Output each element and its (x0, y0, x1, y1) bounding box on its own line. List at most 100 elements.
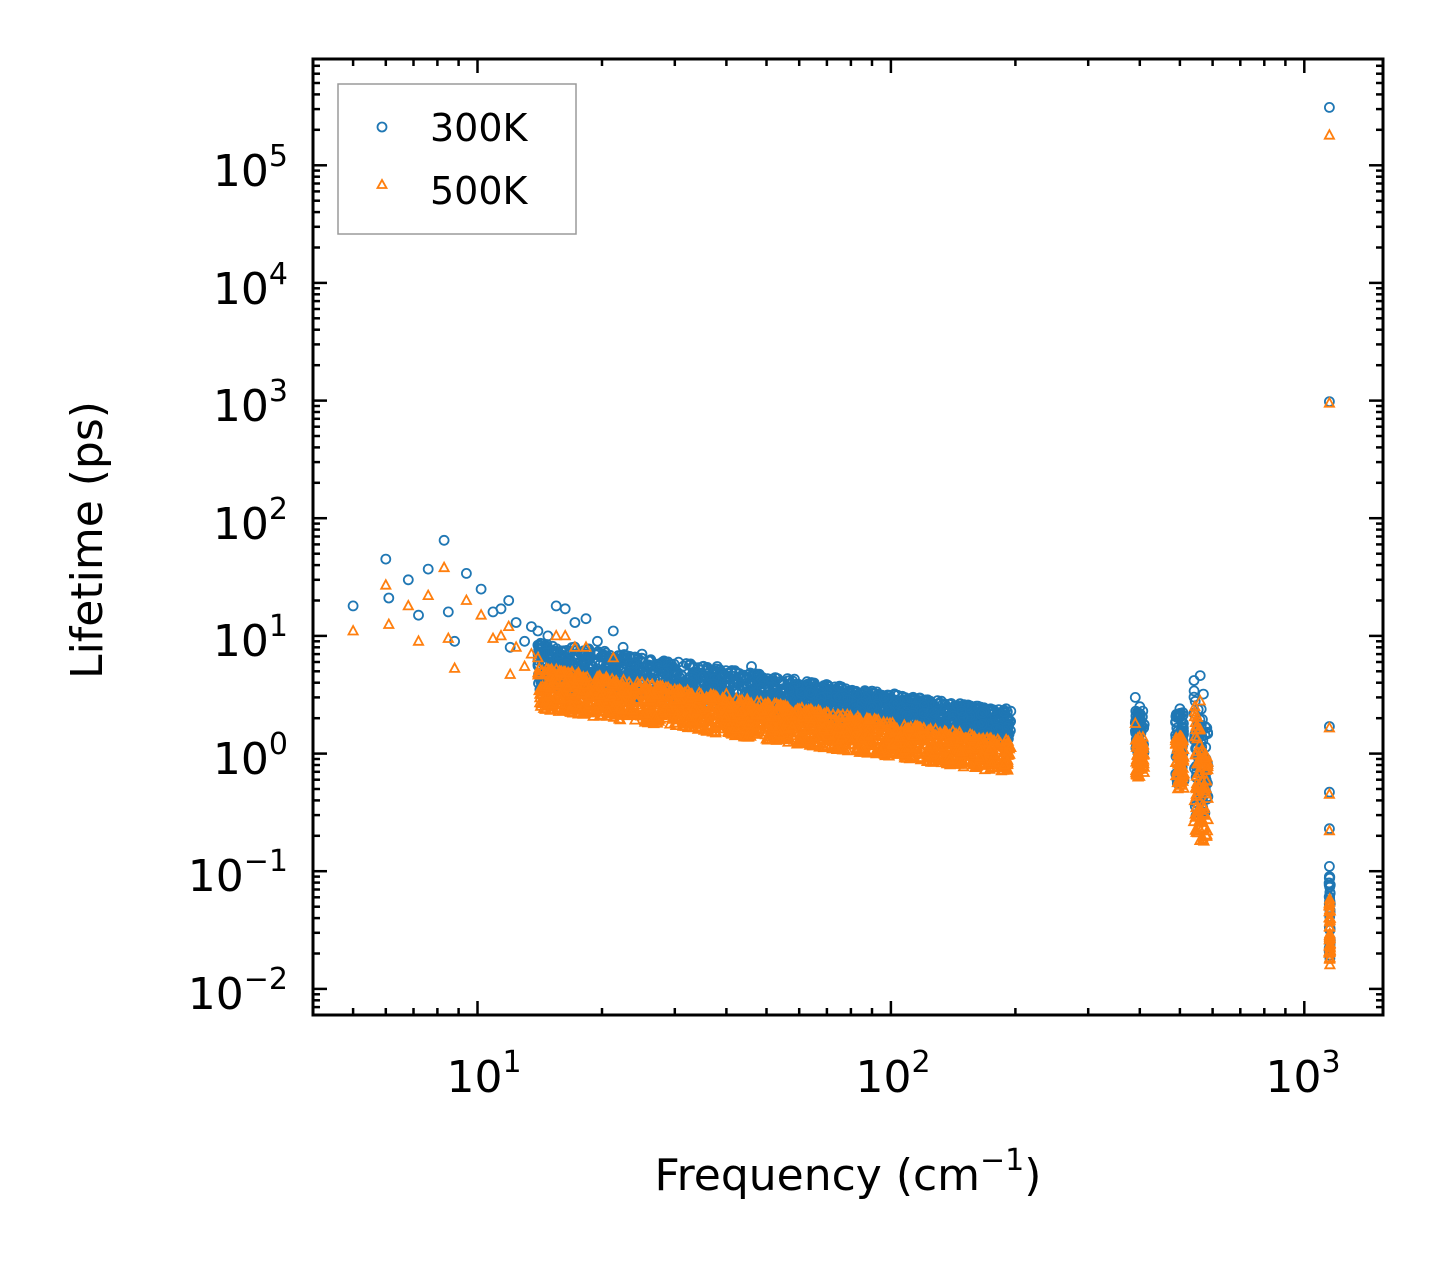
data-point-300k (836, 681, 847, 693)
data-point-300k (697, 661, 708, 673)
data-point-500k (1323, 915, 1336, 927)
data-point-500k (730, 728, 744, 740)
data-point-500k (825, 717, 838, 729)
data-point-300k (889, 688, 900, 700)
data-point-300k (856, 697, 868, 709)
data-point-500k (822, 720, 835, 732)
data-point-500k (552, 704, 565, 716)
data-point-300k (1000, 703, 1012, 715)
y-axis-title: Lifetime (ps) (62, 401, 113, 679)
data-point-500k (687, 702, 701, 714)
data-point-500k (1323, 824, 1336, 836)
data-point-300k (735, 671, 747, 682)
data-point-300k (503, 595, 515, 606)
y-tick-label-10^2: 102 (213, 492, 288, 550)
legend: 300K 500K (337, 83, 577, 235)
data-point-300k (495, 603, 507, 615)
data-point-500k (651, 716, 664, 728)
data-point-300k (599, 645, 611, 657)
data-point-300k (789, 673, 800, 685)
data-point-500k (673, 692, 687, 705)
data-point-500k (1193, 779, 1206, 791)
data-point-500k (1177, 767, 1190, 779)
data-point-500k (1190, 744, 1203, 757)
data-point-300k (438, 534, 450, 546)
data-point-500k (945, 740, 958, 752)
x-axis-title-exp: −1 (980, 1143, 1024, 1178)
data-point-500k (997, 757, 1011, 770)
data-point-500k (1198, 821, 1211, 833)
data-point-500k (878, 747, 891, 759)
data-point-500k (593, 669, 606, 681)
data-point-500k (422, 588, 435, 600)
data-point-500k (1171, 742, 1184, 754)
data-point-500k (735, 704, 748, 717)
data-point-500k (560, 679, 573, 691)
data-point-500k (587, 709, 600, 721)
data-point-500k (1200, 786, 1213, 799)
data-point-500k (486, 631, 500, 643)
data-point-300k (1174, 703, 1186, 715)
data-point-500k (606, 686, 620, 699)
data-point-500k (794, 730, 807, 742)
data-point-500k (552, 697, 565, 709)
data-point-500k (785, 720, 799, 732)
data-point-300k (644, 655, 656, 667)
data-point-500k (898, 743, 911, 755)
data-point-300k (938, 705, 950, 717)
data-point-500k (560, 690, 573, 703)
data-point-500k (1323, 957, 1337, 970)
data-point-500k (1000, 733, 1013, 745)
y-tick-label-10^3: 103 (213, 374, 288, 432)
data-point-300k (718, 670, 729, 682)
data-point-500k (877, 715, 890, 727)
data-point-500k (579, 640, 593, 652)
data-point-500k (568, 640, 582, 652)
y-tick-label-exp: 4 (269, 257, 288, 292)
y-tick-label-exp: −2 (244, 962, 288, 997)
data-point-500k (983, 743, 996, 756)
data-point-500k (1200, 773, 1213, 785)
data-point-500k (607, 651, 620, 663)
data-point-500k (448, 661, 461, 673)
data-point-500k (833, 719, 846, 731)
data-point-500k (644, 691, 657, 703)
x-axis-title: Frequency (cm−1) (655, 1143, 1042, 1201)
data-point-300k (795, 687, 807, 699)
data-point-500k (768, 706, 782, 718)
data-point-500k (816, 710, 829, 722)
data-point-500k (968, 730, 981, 742)
data-point-500k (1131, 757, 1144, 769)
data-point-500k (615, 692, 628, 704)
data-point-300k (739, 682, 751, 693)
data-point-500k (561, 680, 575, 693)
y-tick-label-base: 10 (213, 381, 269, 432)
data-point-500k (1201, 762, 1214, 775)
data-point-500k (626, 703, 639, 715)
data-point-300k (1129, 692, 1141, 703)
legend-label-300k: 300K (430, 106, 529, 150)
data-point-500k (795, 721, 808, 734)
y-tick-label-exp: 5 (269, 139, 288, 174)
data-point-500k (672, 711, 685, 724)
data-point-300k (866, 701, 878, 713)
data-point-500k (572, 669, 585, 681)
data-point-300k (1198, 688, 1209, 700)
data-point-500k (765, 724, 778, 736)
data-point-500k (917, 721, 930, 733)
data-point-500k (694, 713, 707, 726)
data-point-300k (907, 707, 919, 718)
data-point-500k (987, 733, 1001, 746)
data-point-500k (531, 666, 545, 678)
x-tick-label-10^2: 102 (855, 1045, 930, 1103)
data-point-500k (557, 672, 570, 684)
data-point-300k (402, 574, 414, 586)
data-point-300k (960, 722, 972, 733)
data-point-500k (973, 750, 986, 762)
data-point-500k (748, 727, 761, 739)
data-point-500k (673, 700, 686, 712)
data-point-500k (571, 677, 584, 689)
data-point-300k (347, 600, 359, 612)
data-point-300k (936, 695, 947, 707)
data-point-300k (715, 683, 726, 694)
